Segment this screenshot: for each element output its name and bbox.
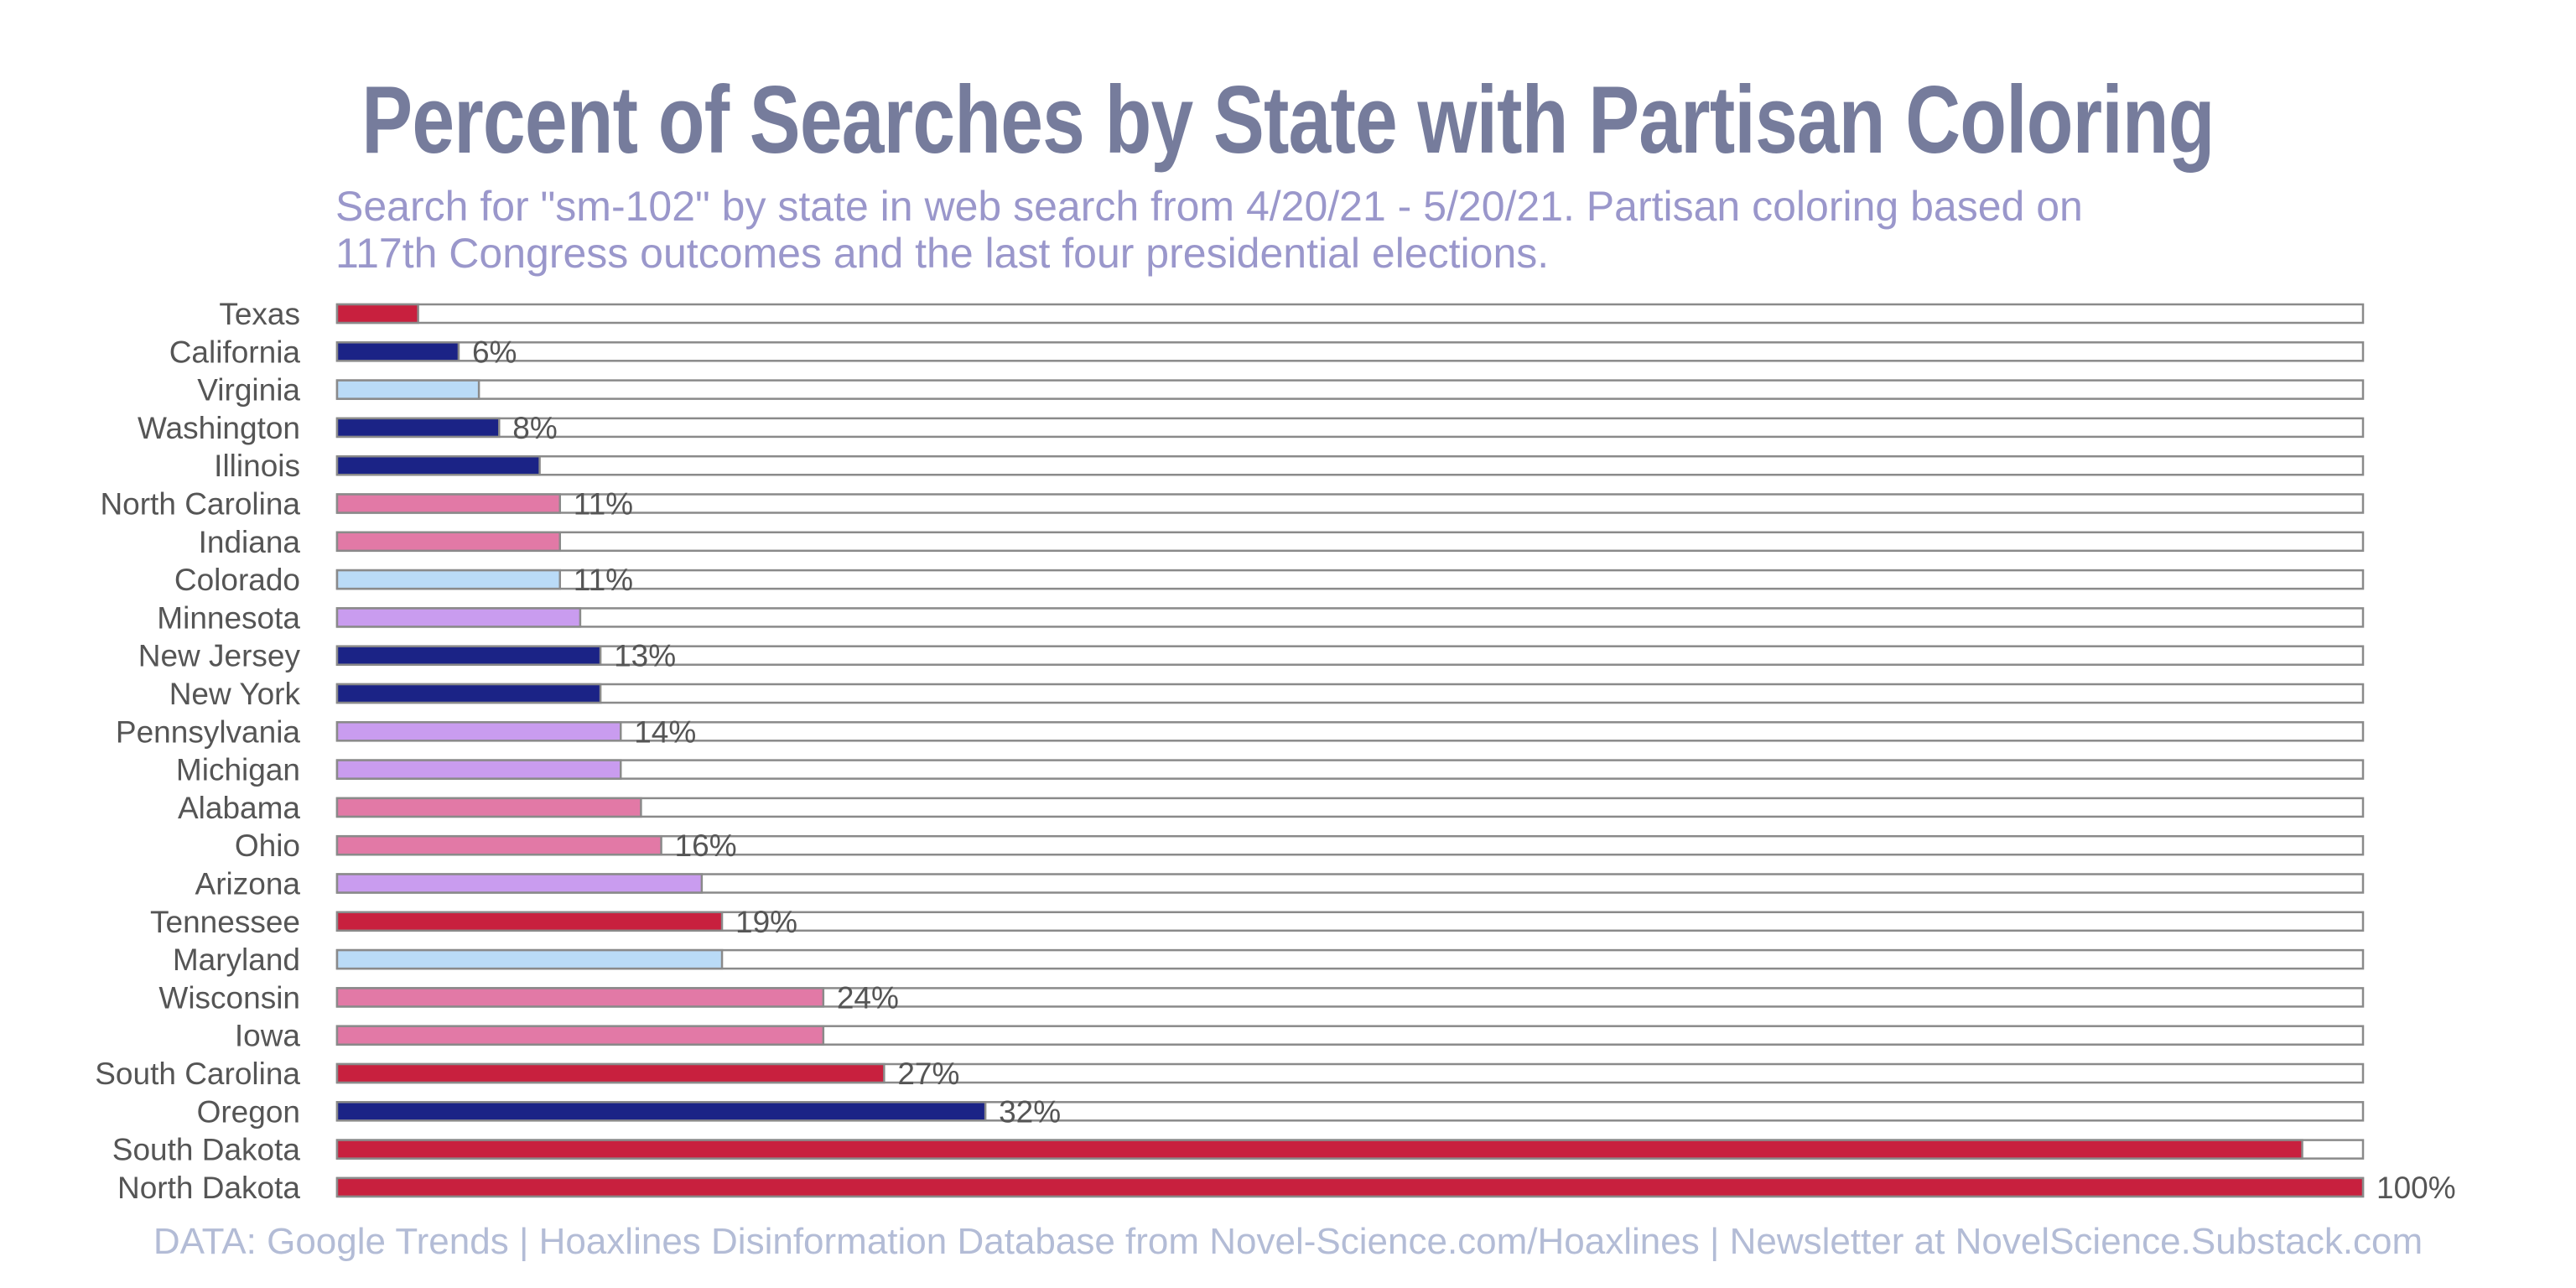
category-label-tennessee: Tennessee bbox=[150, 905, 300, 939]
bar-arizona bbox=[335, 873, 704, 894]
bar-iowa bbox=[335, 1025, 825, 1046]
bar-colorado bbox=[335, 569, 562, 590]
bar-new-jersey bbox=[335, 645, 602, 666]
bar-track-indiana bbox=[335, 531, 2365, 553]
category-label-iowa: Iowa bbox=[235, 1019, 301, 1053]
category-label-oregon: Oregon bbox=[197, 1094, 300, 1129]
bar-south-carolina bbox=[335, 1062, 886, 1084]
data-label-ohio: 16% bbox=[675, 828, 737, 863]
bar-washington bbox=[335, 417, 501, 439]
category-label-new-jersey: New Jersey bbox=[138, 639, 301, 673]
category-label-new-york: New York bbox=[169, 677, 301, 711]
bar-track-virginia bbox=[335, 379, 2365, 400]
category-label-maryland: Maryland bbox=[173, 943, 300, 977]
category-label-wisconsin: Wisconsin bbox=[158, 980, 300, 1015]
bar-new-york bbox=[335, 683, 602, 704]
category-label-illinois: Illinois bbox=[214, 449, 300, 483]
category-label-indiana: Indiana bbox=[199, 525, 301, 559]
data-label-north-dakota: 100% bbox=[2376, 1171, 2456, 1205]
bar-north-dakota bbox=[335, 1176, 2365, 1198]
bar-illinois bbox=[335, 454, 541, 476]
category-label-minnesota: Minnesota bbox=[157, 600, 300, 635]
bar-minnesota bbox=[335, 607, 582, 628]
bar-maryland bbox=[335, 948, 724, 970]
data-label-north-carolina: 11% bbox=[574, 487, 633, 522]
bar-track-texas bbox=[335, 303, 2365, 325]
category-label-south-dakota: South Dakota bbox=[112, 1133, 301, 1167]
data-label-california: 6% bbox=[472, 335, 517, 369]
category-label-north-carolina: North Carolina bbox=[100, 487, 300, 522]
source-credit: DATA: Google Trends | Hoaxlines Disinfor… bbox=[153, 1221, 2423, 1262]
data-label-south-carolina: 27% bbox=[897, 1057, 959, 1091]
category-label-pennsylvania: Pennsylvania bbox=[116, 714, 301, 749]
data-label-pennsylvania: 14% bbox=[634, 714, 696, 749]
category-label-arizona: Arizona bbox=[195, 867, 301, 901]
data-label-colorado: 11% bbox=[574, 563, 633, 597]
category-label-ohio: Ohio bbox=[235, 828, 300, 863]
bar-oregon bbox=[335, 1101, 987, 1122]
bar-track-washington bbox=[335, 417, 2365, 439]
bar-alabama bbox=[335, 797, 642, 818]
category-label-michigan: Michigan bbox=[176, 753, 300, 787]
category-label-alabama: Alabama bbox=[178, 791, 300, 825]
bar-tennessee bbox=[335, 911, 724, 932]
category-label-california: California bbox=[169, 335, 301, 369]
bar-california bbox=[335, 341, 460, 362]
bar-track-michigan bbox=[335, 759, 2365, 780]
bar-michigan bbox=[335, 759, 622, 780]
category-label-north-dakota: North Dakota bbox=[117, 1171, 300, 1205]
data-label-wisconsin: 24% bbox=[837, 980, 899, 1015]
bar-indiana bbox=[335, 531, 562, 553]
data-label-oregon: 32% bbox=[999, 1094, 1061, 1129]
data-label-tennessee: 19% bbox=[735, 905, 797, 939]
subtitle-line-2: 117th Congress outcomes and the last fou… bbox=[335, 230, 1550, 277]
chart-title: Percent of Searches by State with Partis… bbox=[361, 67, 2215, 174]
bar-track-north-carolina bbox=[335, 493, 2365, 514]
category-label-washington: Washington bbox=[138, 411, 300, 445]
category-label-virginia: Virginia bbox=[197, 373, 300, 408]
bar-texas bbox=[335, 303, 419, 325]
bar-track-illinois bbox=[335, 454, 2365, 476]
subtitle-line-1: Search for "sm-102" by state in web sear… bbox=[335, 183, 2083, 230]
category-label-texas: Texas bbox=[219, 297, 300, 331]
bar-north-carolina bbox=[335, 493, 562, 514]
bar-ohio bbox=[335, 834, 662, 856]
bar-south-dakota bbox=[335, 1139, 2303, 1160]
bar-track-colorado bbox=[335, 569, 2365, 590]
category-label-colorado: Colorado bbox=[174, 563, 300, 597]
bar-wisconsin bbox=[335, 987, 825, 1008]
chart-subtitle: Search for "sm-102" by state in web sear… bbox=[335, 183, 2365, 277]
data-label-new-jersey: 13% bbox=[614, 639, 676, 673]
bar-virginia bbox=[335, 379, 480, 400]
bar-track-california bbox=[335, 341, 2365, 362]
bar-track-new-york bbox=[335, 683, 2365, 704]
data-label-washington: 8% bbox=[512, 411, 557, 445]
category-label-south-carolina: South Carolina bbox=[95, 1057, 300, 1091]
bar-pennsylvania bbox=[335, 721, 622, 742]
bar-track-minnesota bbox=[335, 607, 2365, 628]
